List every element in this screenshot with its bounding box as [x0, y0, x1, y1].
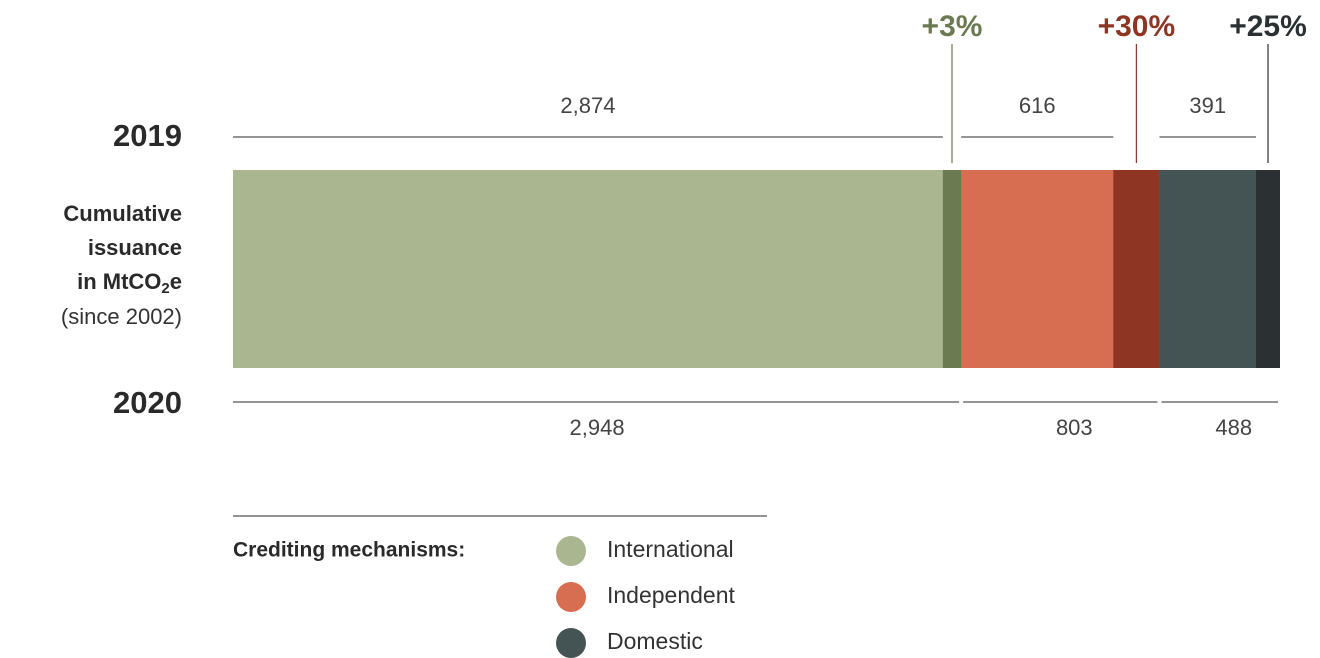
- axis-label-main: in MtCO: [77, 269, 161, 294]
- value-label: 2,948: [570, 415, 625, 440]
- value-label: 803: [1056, 415, 1093, 440]
- legend-swatch: [556, 628, 586, 658]
- legend-label: Independent: [607, 582, 736, 608]
- legend-title: Crediting mechanisms:: [233, 539, 465, 562]
- value-label: 616: [1019, 93, 1056, 118]
- value-label: 391: [1189, 93, 1226, 118]
- year-label: 2019: [113, 118, 182, 153]
- axis-label: in MtCO2e: [77, 269, 182, 297]
- axis-label-sub: 2: [161, 280, 169, 297]
- legend-label: Domestic: [607, 628, 703, 654]
- year-label: 2020: [113, 385, 182, 420]
- change-label: +3%: [922, 10, 983, 43]
- legend-swatch: [556, 536, 586, 566]
- axis-label: issuance: [88, 235, 182, 260]
- bar-segment-base: [961, 170, 1114, 368]
- bar-segment-base: [233, 170, 943, 368]
- legend-label: International: [607, 536, 734, 562]
- legend-swatch: [556, 582, 586, 612]
- value-label: 488: [1215, 415, 1252, 440]
- axis-label-suffix: e: [170, 269, 182, 294]
- axis-note: (since 2002): [61, 304, 182, 329]
- change-label: +25%: [1229, 10, 1307, 43]
- change-label: +30%: [1098, 10, 1176, 43]
- bar-segment-base: [1159, 170, 1257, 368]
- axis-label: Cumulative: [63, 201, 182, 226]
- value-label: 2,874: [560, 93, 615, 118]
